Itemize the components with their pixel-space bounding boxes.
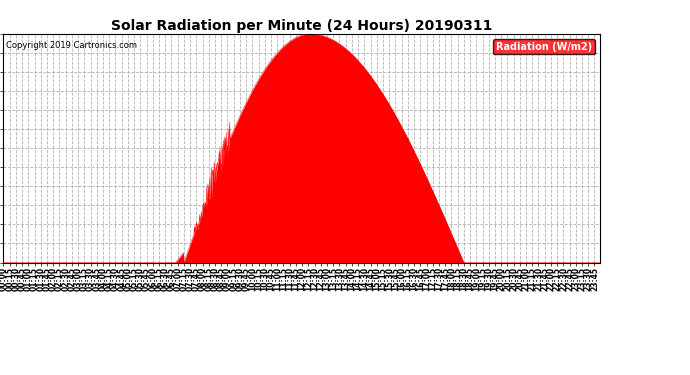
Text: Copyright 2019 Cartronics.com: Copyright 2019 Cartronics.com: [6, 40, 137, 50]
Legend: Radiation (W/m2): Radiation (W/m2): [493, 39, 595, 54]
Title: Solar Radiation per Minute (24 Hours) 20190311: Solar Radiation per Minute (24 Hours) 20…: [111, 19, 493, 33]
